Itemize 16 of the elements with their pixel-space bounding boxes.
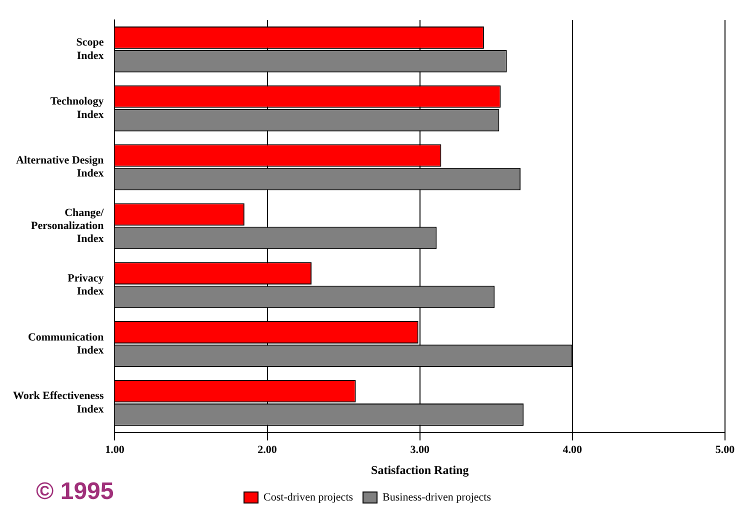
x-axis-title: Satisfaction Rating bbox=[371, 462, 469, 477]
y-tick-label: Change/ Personalization Index bbox=[31, 206, 105, 246]
y-tick-label: Work Effectiveness Index bbox=[13, 390, 104, 416]
x-tick-label: 4.00 bbox=[562, 444, 583, 456]
legend-label: Business-driven projects bbox=[382, 491, 491, 504]
x-tick-label: 3.00 bbox=[410, 444, 430, 456]
x-tick-label: 2.00 bbox=[258, 444, 278, 456]
legend-label: Cost-driven projects bbox=[264, 491, 354, 504]
x-tick-label: 5.00 bbox=[715, 444, 736, 456]
y-tick-label: Privacy Index bbox=[68, 272, 104, 298]
y-tick-label: Alternative Design Index bbox=[16, 154, 104, 180]
text: © 1995 bbox=[36, 478, 114, 506]
x-tick-label: 1.00 bbox=[105, 444, 125, 456]
y-tick-label: Scope Index bbox=[76, 36, 104, 62]
y-tick-label: Communication Index bbox=[28, 331, 104, 356]
y-tick-label: Technology Index bbox=[50, 96, 104, 121]
